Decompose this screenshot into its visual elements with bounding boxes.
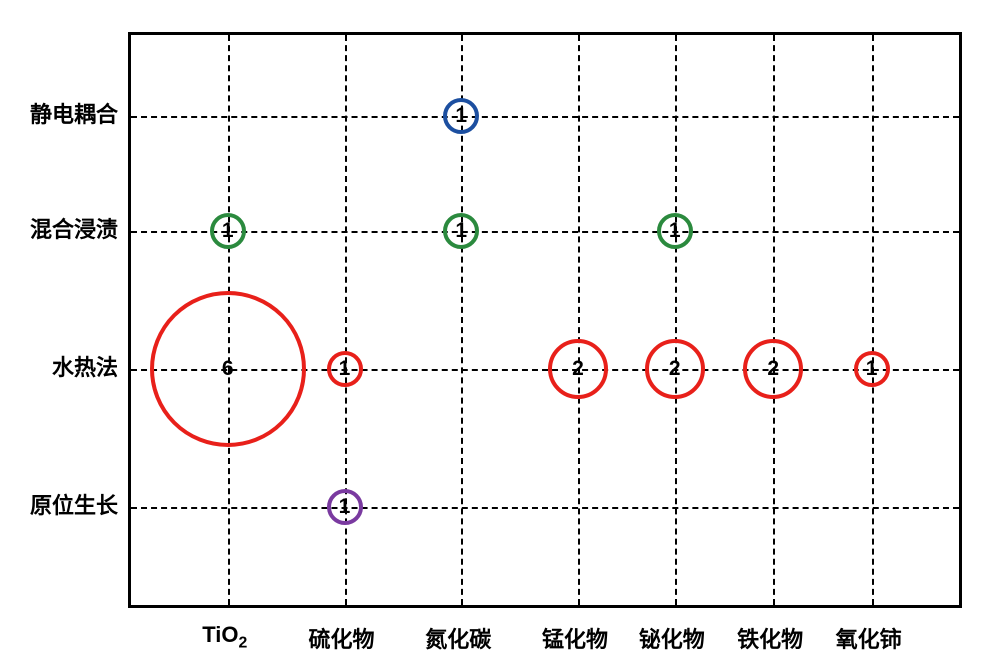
bubble: 2 [548, 339, 608, 399]
bubble: 1 [443, 98, 479, 134]
bubble: 1 [657, 213, 693, 249]
gridline-h [131, 231, 959, 233]
bubble-chart: 1 6 1 2 2 2 1 1 1 1 1 原位生长 水热法 混合浸渍 静电耦合 TiO2 硫化物 氮化碳 锰化物铋… [0, 0, 987, 669]
bubble-value: 2 [767, 357, 779, 381]
bubble-value: 1 [455, 104, 467, 128]
bubble: 2 [743, 339, 803, 399]
bubble-value: 2 [572, 357, 584, 381]
bubble-value: 1 [222, 219, 234, 243]
gridline-v [872, 35, 874, 605]
gridline-h [131, 507, 959, 509]
y-tick-label: 水热法 [52, 350, 118, 382]
x-tick-label: 氧化铈 [836, 622, 902, 654]
y-tick-label: 混合浸渍 [30, 212, 118, 244]
bubble: 1 [443, 213, 479, 249]
x-tick-label: 氮化碳 [425, 622, 491, 654]
gridline-v [773, 35, 775, 605]
x-tick-label: TiO2 [202, 622, 247, 648]
gridline-v [578, 35, 580, 605]
bubble: 1 [327, 489, 363, 525]
bubble-value: 2 [669, 357, 681, 381]
bubble-value: 1 [866, 357, 878, 381]
bubble: 6 [150, 291, 306, 447]
x-tick-label: 硫化物 [308, 622, 374, 654]
x-tick-label: 铁化物 [737, 622, 803, 654]
x-tick-label: 铋化物 [639, 622, 705, 654]
bubble-value: 1 [669, 219, 681, 243]
bubble-value: 1 [339, 495, 351, 519]
gridline-h [131, 116, 959, 118]
y-tick-label: 静电耦合 [30, 97, 118, 129]
bubble: 1 [854, 351, 890, 387]
bubble: 2 [645, 339, 705, 399]
bubble: 1 [327, 351, 363, 387]
bubble-value: 1 [455, 219, 467, 243]
bubble-value: 6 [222, 357, 234, 381]
plot-area: 1 6 1 2 2 2 1 1 1 1 1 [128, 32, 962, 608]
bubble-value: 1 [339, 357, 351, 381]
y-tick-label: 原位生长 [30, 488, 118, 520]
bubble: 1 [210, 213, 246, 249]
gridline-v [675, 35, 677, 605]
x-tick-label: 锰化物 [542, 622, 608, 654]
